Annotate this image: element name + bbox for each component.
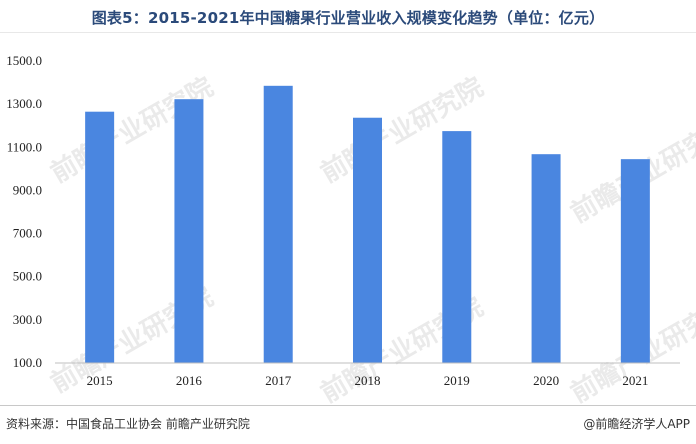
bar-2015 [85,111,115,363]
y-tick-label: 300.0 [13,312,42,327]
bar-2019 [442,131,472,363]
x-tick-label: 2020 [533,373,559,388]
title-divider [0,32,696,33]
bar-2021 [620,159,650,363]
x-axis: 2015 2016 2017 2018 2019 2020 2021 [55,362,680,388]
x-tick-label: 2016 [176,373,203,388]
y-tick-label: 1500.0 [6,53,42,68]
bar-chart: 100.0 300.0 500.0 700.0 900.0 1100.0 1300.0 150… [6,53,680,388]
y-axis: 100.0 300.0 500.0 700.0 900.0 1100.0 1300.0 150… [6,53,42,370]
y-tick-label: 500.0 [13,269,42,284]
y-tick-label: 1300.0 [6,96,42,111]
x-tick-label: 2017 [265,373,292,388]
bar-2018 [353,117,382,364]
bars [85,85,650,364]
source-note: 资料来源：中国食品工业协会 前瞻产业研究院 [6,417,250,431]
y-tick-label: 700.0 [13,226,42,241]
y-tick-label: 1100.0 [7,139,42,154]
bar-2016 [174,99,204,363]
y-tick-label: 900.0 [13,182,42,197]
footer-divider [0,405,696,406]
x-tick-label: 2015 [87,373,113,388]
x-tick-label: 2018 [355,373,381,388]
x-tick-label: 2021 [622,373,648,388]
chart-title: 图表5：2015-2021年中国糖果行业营业收入规模变化趋势（单位：亿元） [91,9,605,27]
x-tick-label: 2019 [444,373,470,388]
bar-2017 [263,85,293,364]
bar-2020 [531,154,561,363]
brand-label: @前瞻经济学人APP [583,417,690,431]
y-tick-label: 100.0 [13,355,42,370]
